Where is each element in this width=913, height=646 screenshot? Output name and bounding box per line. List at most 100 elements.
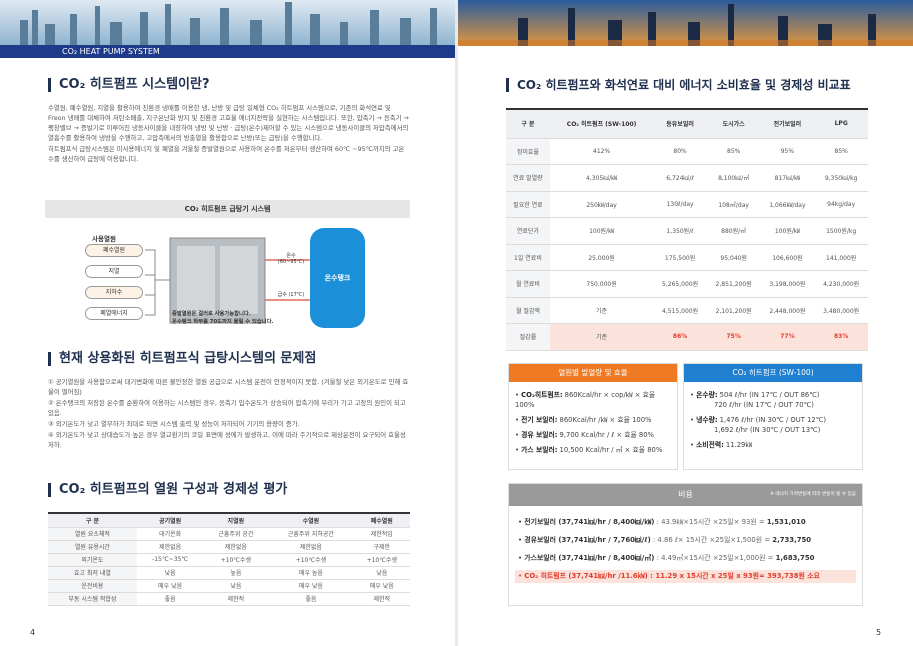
cell: +10℃수생 bbox=[353, 553, 410, 567]
bullet-line: 10,500 Kcal/hr / ㎥ × 효율 80% bbox=[559, 446, 663, 454]
cell: 75% bbox=[706, 323, 761, 351]
cost-item: • 전기보일러 (37,741㎉/hr / 8,400㎉/㎾) : 43.9㎾×… bbox=[515, 516, 856, 529]
cell: 817㎉/㎾ bbox=[760, 164, 815, 192]
cell: 2,448,000원 bbox=[760, 297, 815, 324]
cell: 80% bbox=[653, 138, 707, 165]
right-page: CO₂ 히트펌프와 화석연료 대비 에너지 소비효율 및 경제성 비교표 구 분… bbox=[458, 0, 913, 646]
cell: 근흥주위 공간 bbox=[203, 527, 269, 541]
cost-formula: : 4.86 ℓ× 15시간 ×25일×1,500원 = bbox=[650, 536, 773, 544]
cell: 95% bbox=[760, 138, 815, 165]
cell: 85% bbox=[814, 138, 868, 165]
skyline-photo bbox=[0, 0, 455, 46]
row-label: 열원 유용시간 bbox=[48, 540, 137, 554]
cell: 1,066㎾/day bbox=[760, 191, 815, 218]
bullet-line: 720 ℓ/hr (IN 17℃ / OUT 70℃) bbox=[714, 401, 814, 409]
row-label: 외기온도 bbox=[48, 553, 137, 567]
cell: 2,101,200원 bbox=[706, 297, 761, 324]
header-cell: 도시가스 bbox=[706, 110, 761, 139]
cell: 1500원/kg bbox=[814, 217, 868, 245]
cost-result: 2,733,750 bbox=[772, 536, 812, 544]
bullet-dot: • bbox=[515, 391, 522, 399]
header-row: 구 분 공기열원 지열원 수열원 폐수열원 bbox=[48, 514, 410, 528]
intro-text: 수열원, 폐수열원, 지열을 활용하여 친환경 냉매를 이용한 냉, 난방 및 … bbox=[48, 103, 410, 165]
bullet-line: 1,692 ℓ/hr (IN 30℃ / OUT 13℃) bbox=[714, 426, 821, 434]
cell: 구제한 bbox=[353, 540, 410, 554]
bullet-item: • 냉수량: 1,476 ℓ/hr (IN 30℃ / OUT 12℃) 1,692… bbox=[690, 415, 856, 435]
cell: 8,100㎉/㎥ bbox=[706, 164, 761, 192]
header-cell: CO₂ 히트펌프 (SW-100) bbox=[549, 110, 654, 139]
problem-item: ② 온수탱크의 저장된 온수를 순환하여 이용하는 시스템인 경우, 응축기 입… bbox=[48, 399, 406, 417]
cell: 2,851,200원 bbox=[706, 270, 761, 298]
problem-item: ④ 외기온도가 낮고 상대습도가 높은 경우 열교환기의 코일 표면에 성에가 … bbox=[48, 431, 406, 449]
source-title: 사용열원 bbox=[92, 235, 116, 243]
night-skyline-photo bbox=[458, 0, 913, 46]
bullet-label: 냉수량: bbox=[696, 416, 718, 424]
table-row: 정미효율 412% 80% 85% 95% 85% bbox=[506, 138, 868, 165]
source-box: 지열 bbox=[85, 265, 143, 278]
row-label: 연료 발열량 bbox=[506, 164, 550, 192]
header-cell: 폐수열원 bbox=[353, 514, 410, 528]
table-row: 운전비용 매우 낮음 낮음 매우 낮음 매우 낮음 bbox=[48, 579, 410, 593]
table: 구 분 공기열원 지열원 수열원 폐수열원 열원 요소체적 대기온화 근흥주위 공간 근흥주위 … bbox=[48, 514, 410, 606]
cost-label: 경유보일러 (37,741㎉/hr / 7,760㎉/ℓ) bbox=[524, 536, 651, 544]
header-band: CO₂ HEAT PUMP SYSTEM bbox=[0, 45, 455, 58]
cell: 750,000원 bbox=[549, 270, 654, 298]
section-title: CO₂ 히트펌프의 열원 구성과 경제성 평가 bbox=[48, 483, 287, 497]
bullet-dot: • bbox=[518, 554, 525, 562]
table-row: 외기온도 -15℃~35℃ +10℃수생 +10℃수생 +10℃수생 bbox=[48, 553, 410, 567]
problem-item: ③ 외기온도가 낮고 열부하가 최대로 되면 시스템 출력 및 성능이 저하되어… bbox=[48, 420, 300, 428]
cell: 9,350㎉/kg bbox=[814, 164, 868, 192]
cell: 108㎥/day bbox=[706, 191, 761, 218]
cell: 기준 bbox=[549, 297, 654, 324]
cell: 높음 bbox=[203, 566, 269, 580]
bullet-label: 온수량: bbox=[696, 391, 718, 399]
header-cell: 전기보일러 bbox=[760, 110, 815, 139]
bullet-dot: • bbox=[690, 441, 697, 449]
table-row: 부동 시스템 적합성 좋음 제한적 좋음 제한적 bbox=[48, 592, 410, 606]
bullet-item: • 전기 보일러: 860Kcal/hr /㎾ × 효율 100% bbox=[515, 415, 671, 425]
cell: 제한적 bbox=[353, 592, 410, 606]
bullet-label: 가스 보일러: bbox=[521, 446, 558, 454]
row-label: 열원 요소체적 bbox=[48, 527, 137, 541]
caption-line: 증발열원은 걸러로 사용가능합니다. bbox=[172, 311, 251, 317]
table-row: 절감률 기준 86% 75% 77% 83% bbox=[506, 323, 868, 351]
row-label: 1일 연료비 bbox=[506, 244, 550, 271]
cell: 4,305㎉/㎾ bbox=[549, 164, 654, 192]
cell: 141,000원 bbox=[814, 244, 868, 271]
cost-label: 가스보일러 (37,741㎉/hr / 8,400㎉/㎥) bbox=[524, 554, 655, 562]
table-row: 월 절감액 기준 4,515,000원 2,101,200원 2,448,000원 3,4… bbox=[506, 297, 868, 324]
bullet-dot: • bbox=[518, 536, 525, 544]
cell: -15℃~35℃ bbox=[136, 553, 204, 567]
cell: 좋음 bbox=[268, 592, 354, 606]
table-row: 연료 발열량 4,305㎉/㎾ 6,724㎉/ℓ 8,100㎉/㎥ 817㎉/㎾ 9,35… bbox=[506, 164, 868, 192]
cell: 좋음 bbox=[136, 592, 204, 606]
bullet-line: 504 ℓ/hr (IN 17℃ / OUT 86℃) bbox=[719, 391, 820, 399]
row-label: 부동 시스템 적합성 bbox=[48, 592, 137, 606]
source-table: 구 분 공기열원 지열원 수열원 폐수열원 열원 요소체적 대기온화 근흥주위 공간 근흥주위 … bbox=[48, 512, 410, 606]
bullet-dot: • bbox=[518, 518, 525, 526]
bullet-label: 경유 보일러: bbox=[521, 431, 558, 439]
cell: 1,350원/ℓ bbox=[653, 217, 707, 245]
bullet-dot: • bbox=[690, 391, 697, 399]
hot-label: 온수 (60~95℃) bbox=[277, 253, 305, 265]
diagram-lines bbox=[145, 228, 365, 328]
row-label: 절감률 bbox=[506, 323, 550, 351]
cost-result: 1,531,010 bbox=[766, 518, 806, 526]
cell: 낮음 bbox=[353, 566, 410, 580]
cell: 6,724㎉/ℓ bbox=[653, 164, 707, 192]
table-row: 효고 최저 내열 낮음 높음 매우 높음 낮음 bbox=[48, 566, 410, 580]
row-label: 필요한 연료 bbox=[506, 191, 550, 218]
cost-list: • 전기보일러 (37,741㎉/hr / 8,400㎉/㎾) : 43.9㎾×… bbox=[509, 506, 862, 598]
cost-formula: : 4.49㎥×15시간 ×25일×1,000원 = bbox=[654, 554, 776, 562]
cell: 3,198,000원 bbox=[760, 270, 815, 298]
cell: 제한없음 bbox=[136, 540, 204, 554]
cell: 매우 낮음 bbox=[353, 579, 410, 593]
header-cell: 구 분 bbox=[506, 110, 550, 139]
cost-item: • 경유보일러 (37,741㎉/hr / 7,760㎉/ℓ) : 4.86 ℓ… bbox=[515, 534, 856, 547]
cell: 130ℓ/day bbox=[653, 191, 707, 218]
cell: 106,600원 bbox=[760, 244, 815, 271]
cell: 제한적임 bbox=[353, 527, 410, 541]
cost-title: 비용 bbox=[678, 490, 693, 499]
cost-item: • 가스보일러 (37,741㎉/hr / 8,400㎉/㎥) : 4.49㎥×… bbox=[515, 552, 856, 565]
